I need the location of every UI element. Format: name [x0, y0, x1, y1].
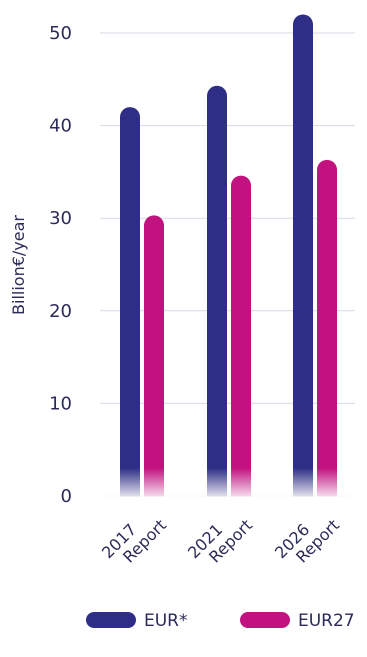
bar-eur27-1 — [231, 175, 251, 497]
y-axis-title: Billion€/year — [9, 215, 28, 315]
baseline-fade — [90, 468, 365, 498]
bar-eur27-2 — [317, 159, 337, 497]
y-tick-label-10: 10 — [49, 393, 72, 414]
bars — [120, 14, 337, 497]
legend-label-eur27: EUR27 — [298, 611, 355, 631]
legend: EUR* EUR27 — [86, 611, 355, 631]
y-tick-label-40: 40 — [49, 116, 72, 137]
bar-eur-0 — [120, 107, 140, 497]
legend-label-eur: EUR* — [144, 611, 188, 631]
y-tick-label-0: 0 — [61, 486, 72, 507]
bar-eur-1 — [207, 85, 227, 497]
bar-eur-2 — [293, 14, 313, 497]
legend-swatch-eur27 — [240, 612, 290, 628]
y-tick-label-50: 50 — [49, 23, 72, 44]
y-axis-tick-labels: 0 10 20 30 40 50 — [49, 23, 72, 507]
y-tick-label-30: 30 — [49, 208, 72, 229]
y-tick-label-20: 20 — [49, 301, 72, 322]
bar-eur27-0 — [144, 215, 164, 497]
legend-swatch-eur — [86, 612, 136, 628]
